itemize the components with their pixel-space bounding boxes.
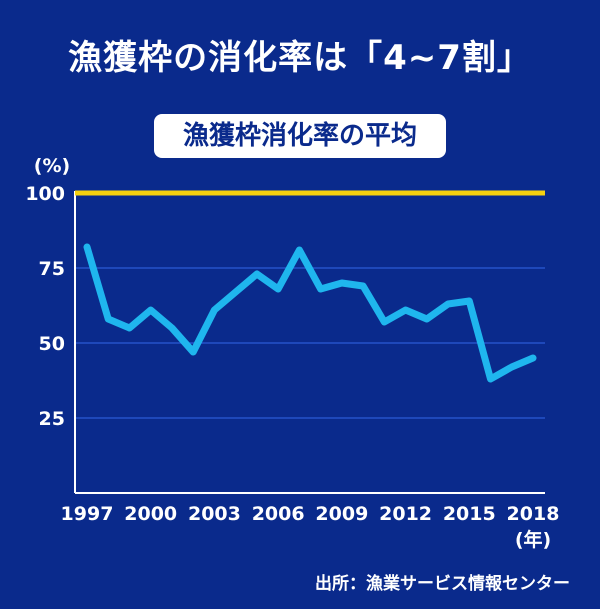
x-axis-unit: (年) <box>515 528 551 551</box>
data-point <box>148 307 154 313</box>
series-line <box>83 243 537 383</box>
data-point <box>275 286 281 292</box>
data-point <box>339 280 345 286</box>
page-title: 漁獲枠の消化率は「4~7割」 <box>68 38 532 78</box>
data-point <box>190 349 196 355</box>
x-tick-label: 1997 <box>61 503 114 525</box>
y-tick-label: 25 <box>39 408 65 430</box>
source-note: 出所：漁業サービス情報センター <box>315 574 570 594</box>
x-tick-label: 2018 <box>507 503 560 525</box>
data-point <box>296 247 302 253</box>
data-point <box>509 364 515 370</box>
y-tick-label: 100 <box>25 183 65 205</box>
data-point <box>530 355 536 361</box>
data-point <box>381 319 387 325</box>
y-tick-label: 75 <box>39 258 65 280</box>
data-point <box>126 325 132 331</box>
x-tick-label: 2006 <box>252 503 305 525</box>
x-tick-label: 2009 <box>315 503 368 525</box>
data-point <box>360 283 366 289</box>
data-point <box>403 307 409 313</box>
data-point <box>445 301 451 307</box>
x-tick-label: 2015 <box>443 503 496 525</box>
chart-subtitle: 漁獲枠消化率の平均 <box>154 114 446 158</box>
y-tick-label: 50 <box>39 333 65 355</box>
data-point <box>169 325 175 331</box>
data-point <box>233 289 239 295</box>
data-point <box>466 298 472 304</box>
data-point <box>84 244 90 250</box>
x-tick-label: 2012 <box>379 503 432 525</box>
data-point <box>105 316 111 322</box>
x-tick-label: 2003 <box>188 503 241 525</box>
x-tick-label: 2000 <box>124 503 177 525</box>
data-point <box>254 271 260 277</box>
y-axis-unit: (%) <box>34 155 70 177</box>
data-point <box>488 376 494 382</box>
data-point <box>211 307 217 313</box>
data-point <box>318 286 324 292</box>
data-point <box>424 316 430 322</box>
